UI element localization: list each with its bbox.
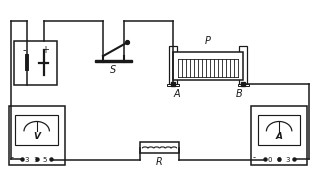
Bar: [14, 41, 57, 85]
Text: A: A: [276, 132, 283, 141]
Text: 3  1  5: 3 1 5: [26, 157, 48, 163]
Text: R: R: [156, 157, 163, 167]
Bar: [251, 106, 307, 165]
Bar: [239, 46, 248, 85]
Text: V: V: [33, 132, 40, 141]
Text: A: A: [174, 89, 180, 99]
Text: +: +: [41, 45, 49, 55]
Bar: [173, 52, 243, 80]
Bar: [16, 115, 58, 145]
Text: -: -: [253, 153, 256, 162]
Text: 0  6  3: 0 6 3: [268, 157, 290, 163]
Bar: [258, 115, 300, 145]
Bar: [167, 84, 179, 86]
Text: P: P: [205, 36, 211, 46]
Text: -: -: [22, 45, 26, 55]
Text: -: -: [11, 153, 13, 162]
Bar: [238, 84, 249, 86]
Text: S: S: [110, 65, 116, 75]
Text: B: B: [236, 89, 243, 99]
Bar: [9, 106, 64, 165]
Bar: [169, 46, 177, 85]
Bar: [95, 60, 131, 62]
Bar: [140, 142, 179, 153]
